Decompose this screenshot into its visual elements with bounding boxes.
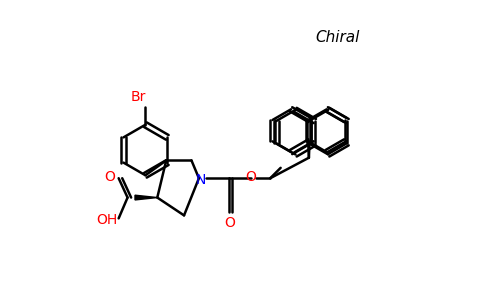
Text: O: O: [104, 170, 115, 184]
Text: OH: OH: [97, 213, 118, 227]
Text: O: O: [245, 170, 257, 184]
Text: O: O: [225, 216, 236, 230]
Text: Br: Br: [130, 90, 146, 104]
Polygon shape: [135, 195, 157, 200]
Text: N: N: [195, 173, 206, 187]
Text: Chiral: Chiral: [315, 30, 359, 45]
